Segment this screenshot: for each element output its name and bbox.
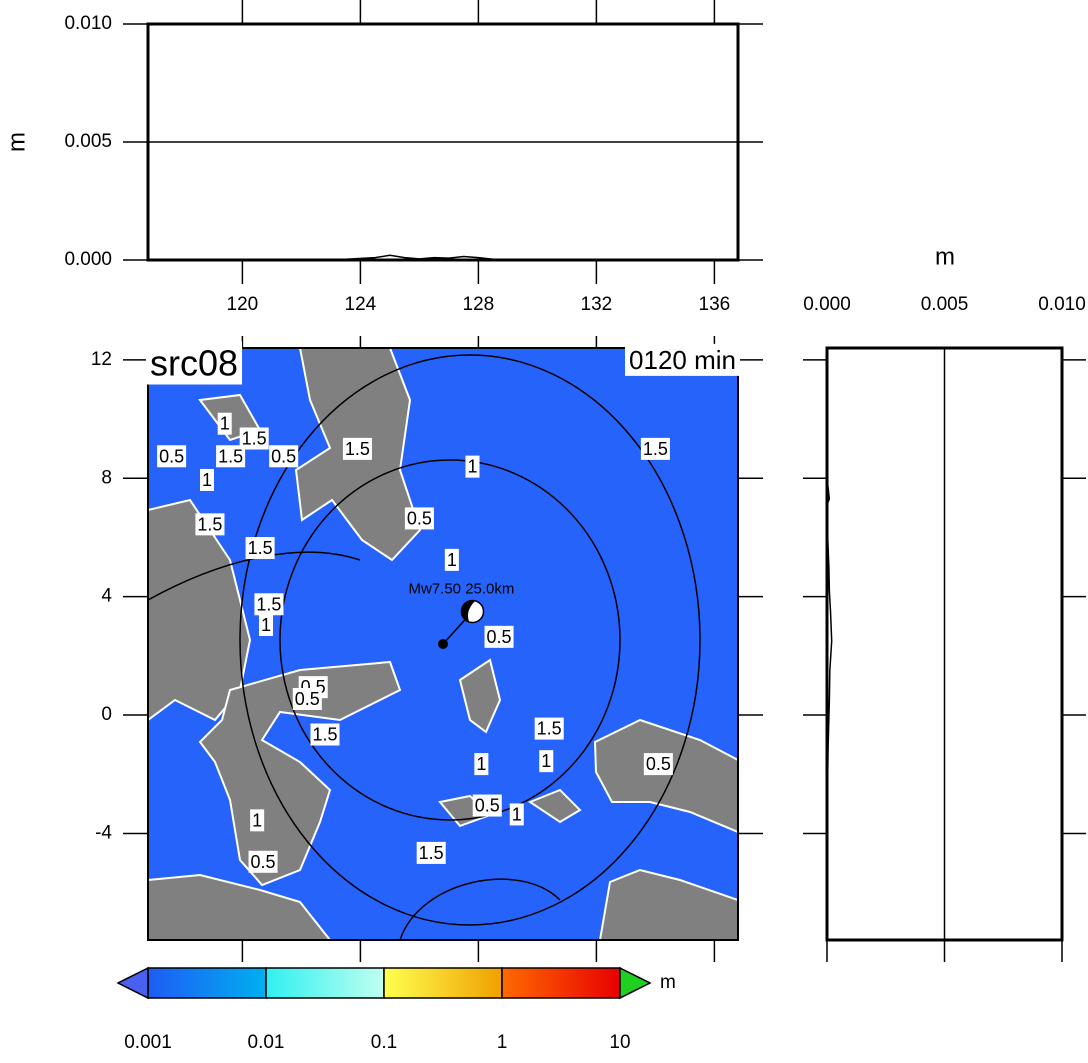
- contour-label: 1.5: [643, 439, 668, 459]
- label-box: [539, 750, 554, 773]
- x-axis-label: m: [935, 243, 955, 270]
- label-box: [472, 794, 502, 817]
- label-box: [245, 537, 275, 560]
- contour-label: 1: [512, 804, 522, 824]
- contour-label: 1.5: [537, 719, 562, 739]
- colorbar-segment: [501, 967, 621, 999]
- time-annotation: 0120 min: [629, 345, 736, 375]
- label-box: [342, 437, 372, 460]
- contour-label: 1: [252, 810, 262, 830]
- colorbar-tick-label: 0.1: [371, 1032, 397, 1053]
- point: [438, 639, 448, 649]
- x-tick-label: 136: [699, 294, 731, 315]
- colorbar-tick-label: 0.01: [248, 1032, 285, 1053]
- y-axis-label: m: [3, 132, 30, 152]
- map-frame: [147, 347, 739, 941]
- colorbar-tick-label: 10: [609, 1032, 630, 1053]
- contour-label: 0.5: [407, 508, 432, 528]
- profile-line: [826, 348, 833, 940]
- label-box: [216, 445, 246, 468]
- label-box: [509, 803, 524, 826]
- contour-label: 1.5: [345, 439, 370, 459]
- contour-label: 1: [447, 550, 457, 570]
- profile-line: [153, 254, 738, 261]
- contour-label: 1.5: [218, 446, 243, 466]
- y-tick-label: -4: [95, 822, 112, 843]
- colorbar-under: [116, 966, 149, 1000]
- contour-label: 1.5: [256, 594, 281, 614]
- label-box: [254, 593, 284, 616]
- y-tick-label: 0.005: [64, 131, 112, 152]
- contour-label: 1.5: [242, 429, 267, 449]
- colorbar-segment: [383, 967, 503, 999]
- label-box: [534, 717, 564, 740]
- y-tick-label: 0.000: [64, 249, 112, 270]
- label-box: [484, 625, 514, 648]
- x-tick-label: 128: [463, 294, 495, 315]
- label-box: [292, 687, 322, 710]
- contour-label: 1.5: [419, 843, 444, 863]
- y-tick-label: 0: [101, 704, 112, 725]
- label-box: [474, 753, 489, 776]
- label-box: [199, 468, 215, 491]
- colorbar-tick-label: 0.001: [124, 1032, 172, 1053]
- contour-label: 0.5: [159, 446, 184, 466]
- label-box: [643, 753, 673, 776]
- x-tick-label: 132: [581, 294, 613, 315]
- colorbar-segment: [147, 967, 267, 999]
- x-tick-label: 0.000: [803, 294, 851, 315]
- label-box: [310, 723, 340, 746]
- y-tick-label: 4: [101, 586, 112, 607]
- label-box: [195, 513, 225, 536]
- colorbar-tick-label: 1: [497, 1032, 508, 1053]
- colorbar-segment: [265, 967, 385, 999]
- contour-label: 1: [467, 457, 477, 477]
- label-box: [248, 850, 278, 873]
- x-tick-label: 120: [227, 294, 259, 315]
- contour-label: 1: [261, 615, 271, 635]
- label-box: [239, 427, 269, 450]
- label-box: [269, 445, 299, 468]
- contour-label: 1: [202, 470, 212, 490]
- label-box: [258, 613, 274, 636]
- epicenter-label: Mw7.50 25.0km: [409, 580, 515, 597]
- contour-label: 1.5: [197, 514, 222, 534]
- contour-label: 1.5: [312, 725, 337, 745]
- contour-label: 1: [220, 414, 230, 434]
- contour-label: 1: [541, 751, 551, 771]
- colorbar-over: [619, 966, 652, 1000]
- label-box: [444, 548, 459, 571]
- contour-label: 0.5: [646, 754, 671, 774]
- x-tick-label: 124: [345, 294, 377, 315]
- label-box: [157, 445, 187, 468]
- contour-label: 0.5: [251, 852, 276, 872]
- label-box: [146, 341, 243, 385]
- contour-label: 0.5: [271, 446, 296, 466]
- y-tick-label: 8: [101, 467, 112, 488]
- contour-label: 1: [476, 754, 486, 774]
- y-tick-label: 0.010: [64, 13, 112, 34]
- x-tick-label: 0.010: [1038, 294, 1086, 315]
- x-tick-label: 0.005: [921, 294, 969, 315]
- label-box: [250, 809, 265, 832]
- y-tick-label: 12: [91, 349, 112, 370]
- map-area: 1.511.50.5 1.51.50.5111.51.50.511.510.50.…: [148, 348, 738, 940]
- beachball-quadrant: [461, 600, 476, 623]
- label-box: [416, 841, 446, 864]
- label-box: [217, 412, 232, 435]
- label-box: [404, 507, 434, 530]
- label-box: [625, 343, 740, 376]
- contour-label: 0.5: [487, 627, 512, 647]
- contour-label: 0.5: [475, 796, 500, 816]
- label-box: [465, 455, 480, 478]
- contour-label: 0.5: [295, 689, 320, 709]
- colorbar-unit: m: [660, 972, 676, 993]
- label-box: [640, 437, 670, 460]
- contour-label: 1.5: [248, 538, 273, 558]
- map-title: src08: [150, 343, 238, 384]
